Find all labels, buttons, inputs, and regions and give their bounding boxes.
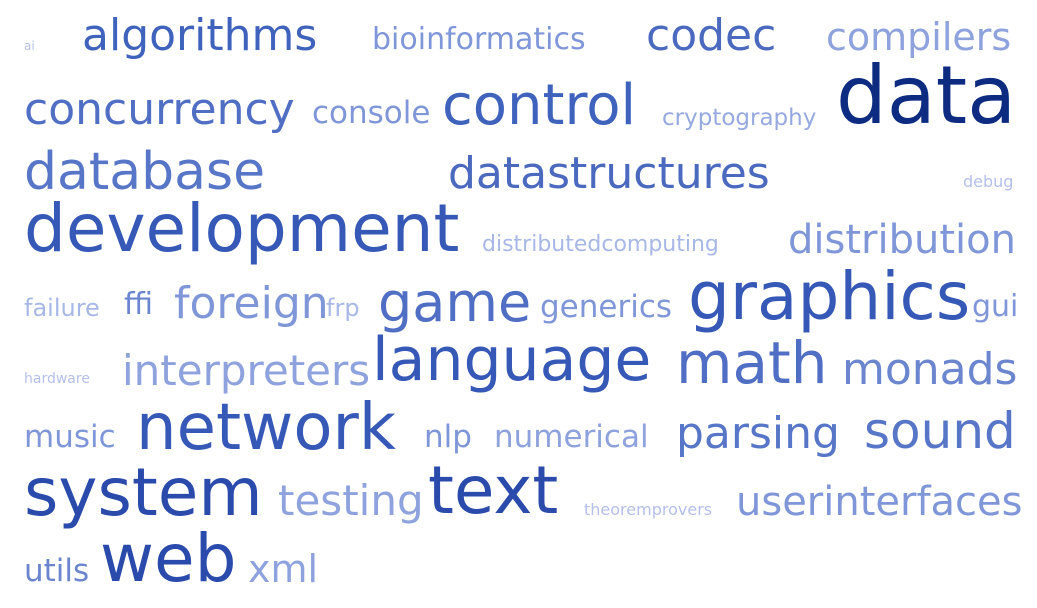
tag-theoremprovers[interactable]: theoremprovers bbox=[584, 500, 713, 519]
tag-frp[interactable]: frp bbox=[326, 294, 360, 322]
tag-language[interactable]: language bbox=[372, 325, 652, 395]
tag-algorithms[interactable]: algorithms bbox=[82, 10, 318, 61]
tag-datastructures[interactable]: datastructures bbox=[448, 148, 770, 199]
tag-numerical[interactable]: numerical bbox=[494, 419, 649, 455]
tag-music[interactable]: music bbox=[24, 419, 116, 455]
tag-interpreters[interactable]: interpreters bbox=[122, 346, 371, 395]
tag-system[interactable]: system bbox=[24, 454, 263, 531]
tag-console[interactable]: console bbox=[312, 95, 431, 131]
tag-control[interactable]: control bbox=[442, 73, 637, 138]
tag-math[interactable]: math bbox=[676, 329, 828, 397]
tag-codec[interactable]: codec bbox=[646, 10, 777, 61]
tag-ai[interactable]: ai bbox=[24, 39, 35, 53]
tag-monads[interactable]: monads bbox=[842, 344, 1018, 395]
tag-data[interactable]: data bbox=[836, 49, 1017, 142]
tag-nlp[interactable]: nlp bbox=[424, 419, 472, 455]
tag-web[interactable]: web bbox=[100, 520, 237, 597]
tag-hardware[interactable]: hardware bbox=[24, 371, 90, 387]
tag-development[interactable]: development bbox=[24, 190, 460, 267]
tag-failure[interactable]: failure bbox=[24, 294, 100, 322]
tag-compilers[interactable]: compilers bbox=[826, 15, 1012, 59]
tag-cryptography[interactable]: cryptography bbox=[662, 105, 817, 131]
tag-distribution[interactable]: distribution bbox=[788, 217, 1016, 263]
tag-text[interactable]: text bbox=[428, 452, 559, 529]
tag-distributedcomputing[interactable]: distributedcomputing bbox=[482, 232, 719, 257]
tag-bioinformatics[interactable]: bioinformatics bbox=[372, 22, 586, 57]
tag-database[interactable]: database bbox=[24, 142, 266, 202]
tag-generics[interactable]: generics bbox=[540, 289, 673, 325]
tag-ffi[interactable]: ffi bbox=[124, 287, 154, 322]
tag-concurrency[interactable]: concurrency bbox=[24, 84, 295, 135]
tag-utils[interactable]: utils bbox=[24, 553, 90, 589]
tag-parsing[interactable]: parsing bbox=[676, 408, 840, 459]
tag-network[interactable]: network bbox=[136, 391, 396, 465]
tag-gui[interactable]: gui bbox=[972, 289, 1019, 324]
tag-foreign[interactable]: foreign bbox=[174, 278, 329, 329]
tag-xml[interactable]: xml bbox=[248, 547, 319, 591]
tag-game[interactable]: game bbox=[378, 271, 532, 334]
tag-testing[interactable]: testing bbox=[278, 476, 424, 525]
tag-sound[interactable]: sound bbox=[864, 402, 1016, 460]
tag-userinterfaces[interactable]: userinterfaces bbox=[736, 479, 1023, 525]
tag-graphics[interactable]: graphics bbox=[688, 258, 971, 335]
tag-debug[interactable]: debug bbox=[963, 172, 1014, 191]
